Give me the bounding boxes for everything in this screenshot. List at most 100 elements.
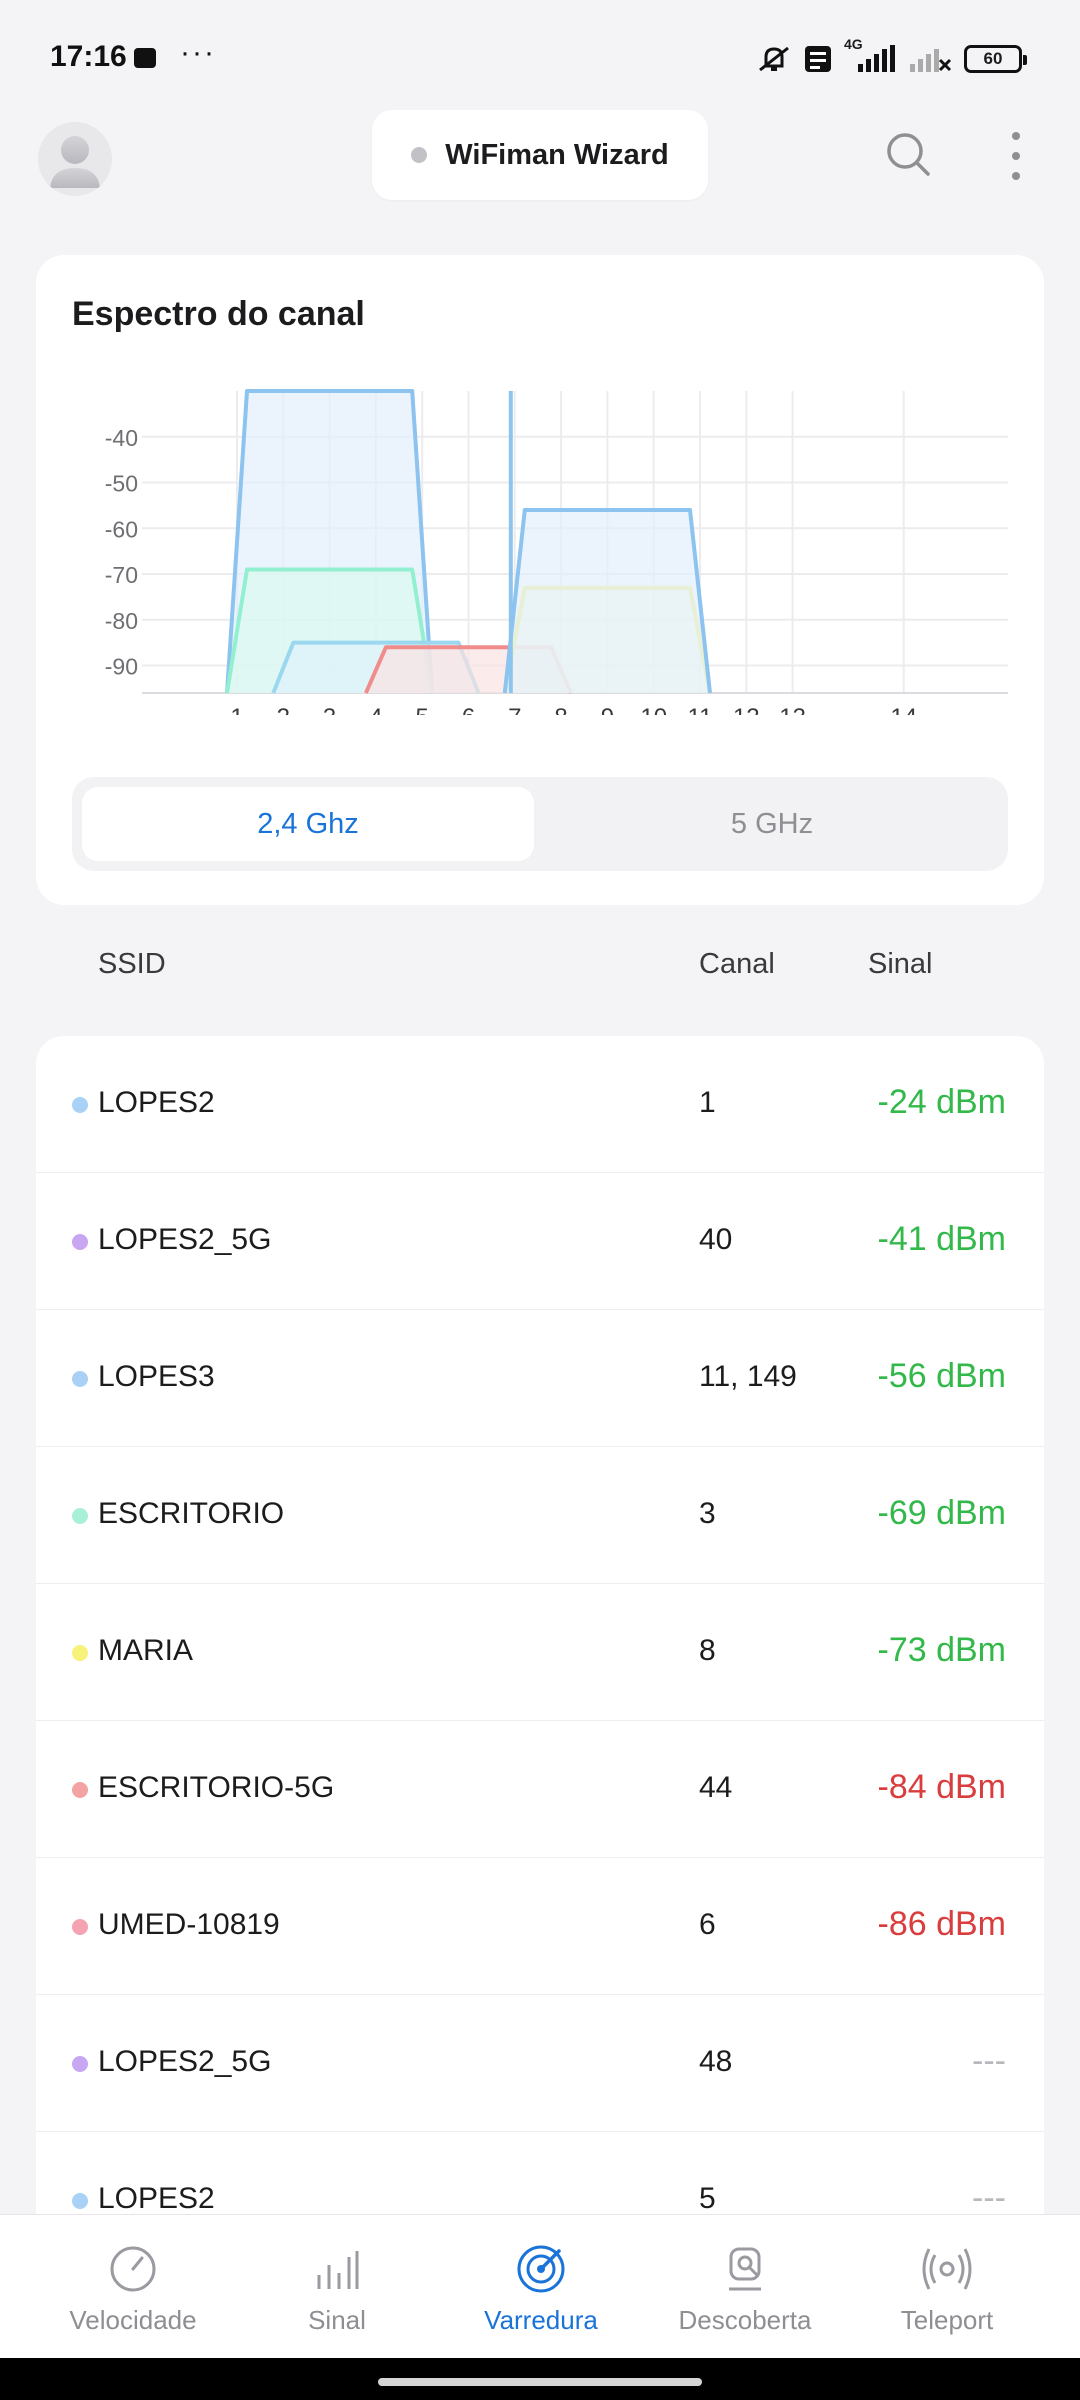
x-tick-label: 6	[462, 704, 475, 715]
table-row[interactable]: LOPES2 1 -24 dBm	[36, 1036, 1044, 1173]
x-tick-label: 10	[640, 704, 667, 715]
app-header: WiFiman Wizard	[0, 110, 1080, 210]
band-selector: 2,4 Ghz 5 GHz	[72, 777, 1008, 871]
bottom-navigation: Velocidade Sinal Varredura Descoberta	[0, 2214, 1080, 2358]
network-color-dot	[72, 1097, 88, 1113]
network-signal: -86 dBm	[877, 1905, 1007, 1943]
column-signal[interactable]: Sinal	[868, 948, 933, 980]
search-button[interactable]	[884, 130, 932, 178]
network-ssid: ESCRITORIO-5G	[98, 1771, 335, 1804]
network-ssid: LOPES2_5G	[98, 2045, 272, 2078]
y-tick-label: -80	[105, 608, 138, 634]
network-channel: 11, 149	[699, 1360, 797, 1393]
x-tick-label: 5	[416, 704, 429, 715]
table-row[interactable]: MARIA 8 -73 dBm	[36, 1584, 1044, 1721]
discovery-icon	[729, 2247, 761, 2291]
network-ssid: LOPES3	[98, 1360, 215, 1393]
cellular-no-signal-icon	[908, 44, 952, 74]
y-tick-label: -60	[105, 516, 138, 542]
nav-sinal[interactable]: Sinal	[237, 2243, 437, 2353]
spectrum-series-line	[225, 389, 435, 694]
nav-label: Velocidade	[69, 2305, 197, 2335]
network-signal: -84 dBm	[877, 1768, 1007, 1806]
volte-icon	[804, 44, 832, 74]
y-tick-label: -40	[105, 425, 138, 451]
nav-velocidade[interactable]: Velocidade	[33, 2243, 233, 2353]
radar-icon	[517, 2245, 565, 2293]
nav-teleport[interactable]: Teleport	[847, 2243, 1047, 2353]
network-channel: 40	[699, 1223, 733, 1256]
more-vertical-icon	[1012, 132, 1020, 180]
network-ssid: LOPES2	[98, 1086, 215, 1119]
spectrum-series-line	[502, 507, 712, 694]
wizard-button[interactable]: WiFiman Wizard	[372, 110, 708, 200]
network-channel: 1	[699, 1086, 716, 1119]
column-ssid[interactable]: SSID	[98, 948, 166, 980]
cellular-4g-icon: 4G	[844, 36, 896, 74]
teleport-icon	[922, 2248, 972, 2290]
x-tick-label: 2	[277, 704, 290, 715]
nav-label: Teleport	[900, 2305, 994, 2335]
table-row[interactable]: UMED-10819 6 -86 dBm	[36, 1858, 1044, 1995]
network-list: LOPES2 1 -24 dBm LOPES2_5G 40 -41 dBm LOPES3 11…	[36, 1036, 1044, 2216]
avatar[interactable]	[38, 122, 112, 196]
table-row[interactable]: LOPES2_5G 48 ---	[36, 1995, 1044, 2132]
nav-label: Varredura	[484, 2305, 598, 2335]
status-bar: 17:16 ··· 4G 60	[0, 0, 1080, 120]
band-2-4ghz-tab[interactable]: 2,4 Ghz	[82, 787, 534, 861]
nav-varredura[interactable]: Varredura	[441, 2243, 641, 2353]
x-tick-label: 1	[230, 704, 243, 715]
status-icons: 4G 60	[756, 36, 1027, 74]
network-color-dot	[72, 1919, 88, 1935]
network-color-dot	[72, 1782, 88, 1798]
network-ssid: MARIA	[98, 1634, 194, 1667]
home-indicator[interactable]	[378, 2378, 702, 2386]
x-tick-label: 8	[554, 704, 567, 715]
network-ssid: LOPES2	[98, 2182, 215, 2215]
table-row[interactable]: LOPES2_5G 40 -41 dBm	[36, 1173, 1044, 1310]
x-tick-label: 7	[508, 704, 521, 715]
signal-bars-icon	[317, 2251, 359, 2289]
x-tick-label: 4	[369, 704, 382, 715]
more-menu-button[interactable]	[1004, 130, 1028, 182]
table-row[interactable]: LOPES3 11, 149 -56 dBm	[36, 1310, 1044, 1447]
network-signal: -41 dBm	[877, 1220, 1007, 1258]
network-channel: 48	[699, 2045, 733, 2078]
column-channel[interactable]: Canal	[699, 948, 775, 980]
nav-descoberta[interactable]: Descoberta	[645, 2243, 845, 2353]
y-tick-label: -90	[105, 654, 138, 680]
x-tick-label: 9	[601, 704, 614, 715]
network-color-dot	[72, 1645, 88, 1661]
network-signal: ---	[972, 2179, 1006, 2216]
network-channel: 6	[699, 1908, 716, 1941]
network-signal: ---	[972, 2042, 1006, 2080]
network-type-label: 4G	[844, 36, 863, 52]
spectrum-card: Espectro do canal -40-50-60-70-80-901234…	[36, 255, 1044, 905]
network-color-dot	[72, 1234, 88, 1250]
x-tick-label: 11	[688, 704, 713, 715]
speedometer-icon	[110, 2246, 156, 2292]
network-signal: -73 dBm	[877, 1631, 1007, 1669]
band-5ghz-tab[interactable]: 5 GHz	[730, 807, 814, 840]
y-tick-label: -70	[105, 562, 138, 588]
nav-label: Descoberta	[678, 2305, 812, 2335]
network-signal: -24 dBm	[877, 1083, 1007, 1121]
network-signal: -56 dBm	[877, 1357, 1007, 1395]
user-icon	[50, 136, 100, 188]
x-tick-label: 12	[733, 704, 760, 715]
network-ssid: UMED-10819	[98, 1908, 280, 1941]
network-channel: 5	[699, 2182, 716, 2215]
x-tick-label: 13	[779, 704, 806, 715]
table-row[interactable]: ESCRITORIO-5G 44 -84 dBm	[36, 1721, 1044, 1858]
message-notification-icon	[134, 48, 156, 68]
network-ssid: LOPES2_5G	[98, 1223, 272, 1256]
nav-label: Sinal	[308, 2305, 366, 2335]
network-color-dot	[72, 2056, 88, 2072]
mute-vibrate-icon	[756, 44, 792, 74]
table-row[interactable]: ESCRITORIO 3 -69 dBm	[36, 1447, 1044, 1584]
table-header: SSID Canal Sinal	[0, 930, 1080, 994]
table-row[interactable]: LOPES2 5 ---	[36, 2132, 1044, 2216]
battery-icon: 60	[964, 45, 1027, 73]
x-tick-label: 3	[323, 704, 336, 715]
channel-spectrum-chart: -40-50-60-70-80-901234567891011121314	[105, 389, 1008, 715]
